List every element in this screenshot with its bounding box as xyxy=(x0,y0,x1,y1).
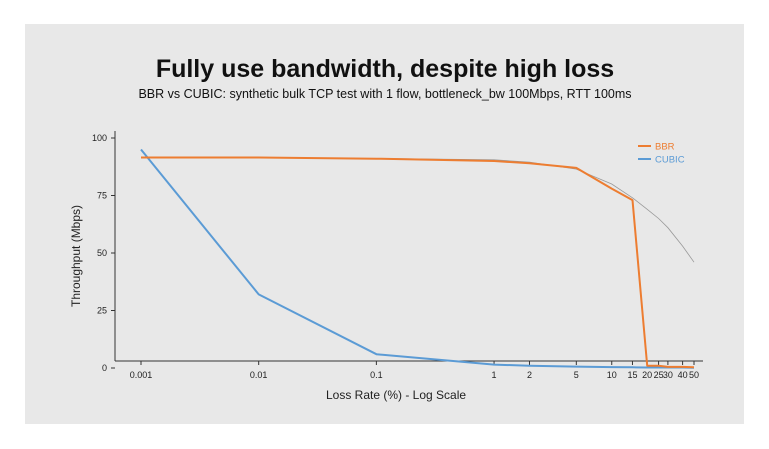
x-tick-label: 40 xyxy=(678,370,688,380)
y-tick-label: 0 xyxy=(102,363,107,373)
chart-title: Fully use bandwidth, despite high loss xyxy=(156,55,614,83)
legend: BBR CUBIC xyxy=(638,142,685,166)
chart: Fully use bandwidth, despite high loss B… xyxy=(69,55,703,402)
y-tick-label: 50 xyxy=(97,248,107,258)
x-tick-label: 50 xyxy=(689,370,699,380)
series-line-bbr xyxy=(141,156,695,369)
x-tick-label: 5 xyxy=(574,370,579,380)
x-ticks: 0.001 0.01 0.1 1 2 5 10 15 20 25 30 40 50 xyxy=(130,361,699,380)
legend-label-bbr: BBR xyxy=(655,142,675,153)
y-axis-label: Throughput (Mbps) xyxy=(69,205,83,307)
x-tick-label: 15 xyxy=(627,370,637,380)
chart-subtitle: BBR vs CUBIC: synthetic bulk TCP test wi… xyxy=(138,87,631,101)
reference-curve xyxy=(141,157,695,263)
x-tick-label: 20 xyxy=(642,370,652,380)
y-tick-label: 25 xyxy=(97,306,107,316)
y-tick-label: 75 xyxy=(97,191,107,201)
x-tick-label: 10 xyxy=(607,370,617,380)
x-tick-label: 0.01 xyxy=(250,370,268,380)
series-lines xyxy=(140,148,695,369)
x-tick-label: 1 xyxy=(492,370,497,380)
chart-panel: Fully use bandwidth, despite high loss B… xyxy=(25,24,744,424)
x-tick-label: 25 xyxy=(654,370,664,380)
x-axis-label: Loss Rate (%) - Log Scale xyxy=(326,388,466,402)
x-tick-label: 30 xyxy=(663,370,673,380)
legend-label-cubic: CUBIC xyxy=(655,155,685,166)
series-line-cubic xyxy=(140,148,695,369)
x-tick-label: 0.1 xyxy=(370,370,383,380)
y-tick-label: 100 xyxy=(92,133,107,143)
x-tick-label: 2 xyxy=(527,370,532,380)
y-ticks: 0 25 50 75 100 xyxy=(92,133,115,373)
x-tick-label: 0.001 xyxy=(130,370,153,380)
